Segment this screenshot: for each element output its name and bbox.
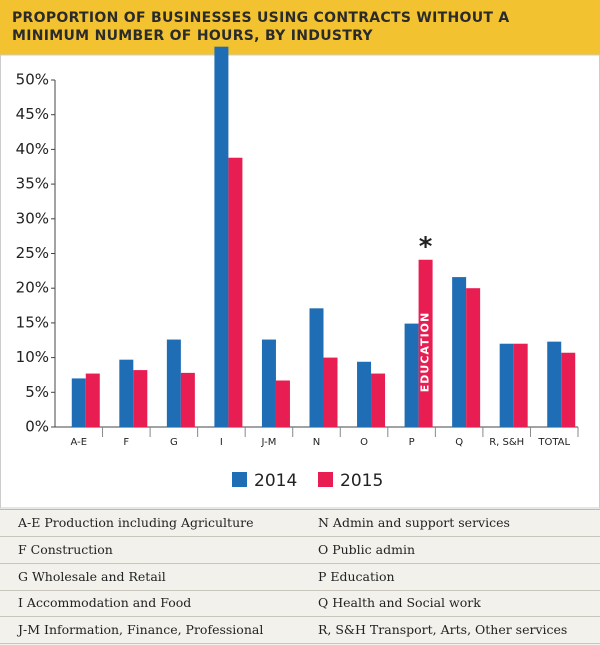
x-tick-label: Q — [455, 437, 463, 448]
y-tick-label: 35% — [16, 175, 49, 193]
bar — [214, 46, 229, 428]
bar — [133, 370, 148, 427]
bar — [357, 361, 372, 427]
y-tick-label: 0% — [25, 418, 49, 436]
bar — [561, 352, 576, 427]
y-tick-label: 20% — [16, 279, 49, 297]
bar — [452, 277, 467, 427]
key-row: F Construction O Public admin — [0, 537, 600, 564]
x-tick-label: R, S&H — [489, 437, 524, 448]
y-tick-label: 5% — [25, 383, 49, 401]
key-entry: A-E Production including Agriculture — [18, 515, 254, 530]
bar — [228, 157, 243, 427]
header: PROPORTION OF BUSINESSES USING CONTRACTS… — [0, 0, 600, 55]
key-entry: Q Health and Social work — [318, 595, 481, 611]
x-tick-label: N — [313, 437, 320, 448]
key-entry: I Accommodation and Food — [18, 595, 192, 611]
bar — [371, 373, 386, 427]
bar — [261, 339, 276, 427]
bar — [71, 378, 86, 427]
key-entry: O Public admin — [318, 541, 416, 557]
key-entry: P Education — [318, 568, 395, 584]
y-tick-label: 40% — [16, 140, 49, 158]
bar — [499, 343, 514, 427]
bar — [180, 372, 195, 427]
key-entry: N Admin and support services — [318, 515, 510, 530]
key-table: A-E Production including Agriculture N Ad… — [0, 509, 600, 645]
bar — [309, 308, 324, 427]
x-tick-label: O — [360, 437, 368, 448]
bar — [166, 339, 181, 427]
legend-label: 2014 — [254, 471, 297, 491]
x-tick-label: I — [220, 437, 223, 448]
bar — [275, 380, 290, 427]
bar — [466, 288, 481, 427]
key-entry: R, S&H Transport, Arts, Other services — [318, 622, 568, 638]
chart-title: PROPORTION OF BUSINESSES USING CONTRACTS… — [12, 10, 510, 44]
bar — [85, 373, 100, 427]
bar — [323, 357, 338, 427]
x-tick-label: P — [409, 437, 415, 448]
key-row: A-E Production including Agriculture N Ad… — [0, 510, 600, 537]
bar — [404, 323, 419, 427]
key-row: G Wholesale and Retail P Education — [0, 564, 600, 591]
y-tick-label: 45% — [16, 105, 49, 123]
y-tick-label: 15% — [16, 313, 49, 331]
legend-swatch — [318, 472, 333, 487]
annotation: * — [419, 232, 433, 262]
bar — [513, 343, 528, 427]
y-tick-label: 30% — [16, 209, 49, 227]
legend-label: 2015 — [340, 471, 383, 491]
legend-swatch — [232, 472, 247, 487]
bar — [119, 359, 134, 427]
key-row: J-M Information, Finance, Professional R,… — [0, 617, 600, 645]
x-tick-label: G — [170, 437, 178, 448]
y-tick-label: 50% — [16, 71, 49, 89]
x-tick-label: F — [123, 437, 129, 448]
key-row: I Accommodation and Food Q Health and Soc… — [0, 590, 600, 618]
bar — [547, 341, 562, 427]
y-tick-label: 10% — [16, 348, 49, 366]
annotation: EDUCATION — [419, 312, 432, 392]
key-entry: J-M Information, Finance, Professional — [18, 622, 264, 638]
y-tick-label: 25% — [16, 244, 49, 262]
x-tick-label: A-E — [70, 437, 87, 448]
x-tick-label: TOTAL — [537, 437, 570, 448]
bar — [418, 259, 433, 427]
key-entry: G Wholesale and Retail — [18, 568, 166, 584]
chart: 0% 5% 10% 15% 20% 25% 30% 35% 40% 45% 50% A-E F G I J-M… — [0, 46, 600, 509]
key-entry: F Construction — [18, 541, 113, 557]
x-tick-label: J-M — [261, 437, 277, 448]
